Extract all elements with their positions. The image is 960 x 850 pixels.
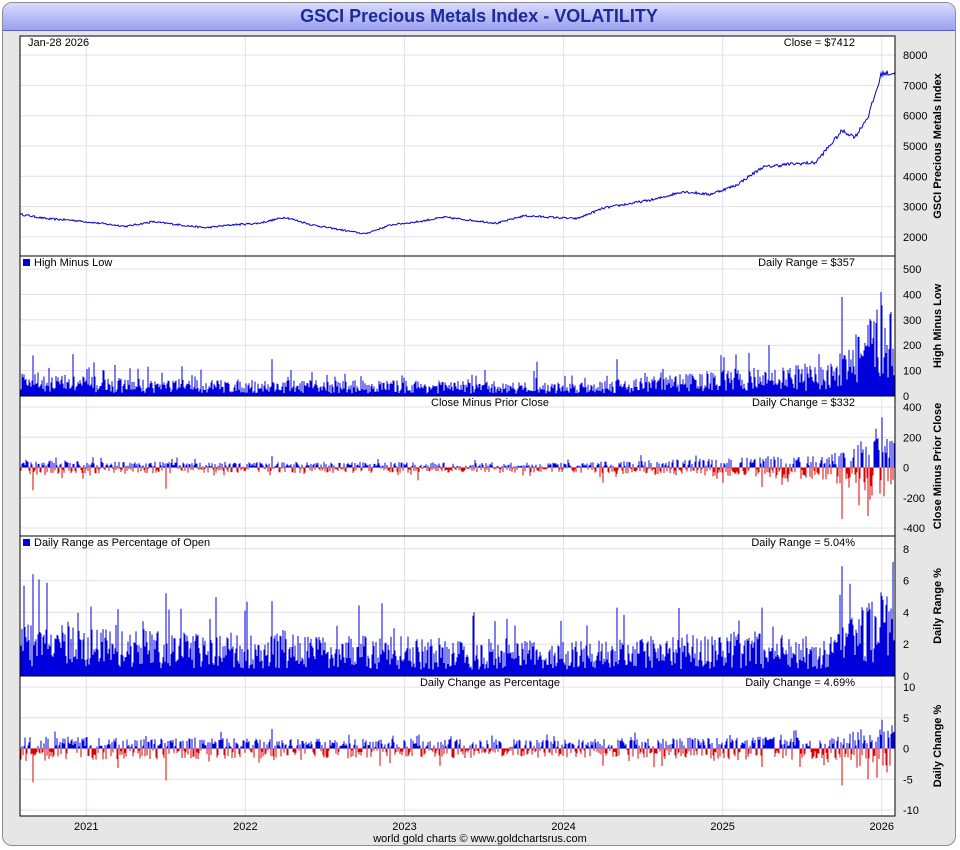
y-tick-label: 7000 [903, 80, 927, 92]
chart-title: GSCI Precious Metals Index - VOLATILITY [3, 3, 955, 31]
y-tick-label: 6 [903, 576, 909, 588]
y-tick-label: 4000 [903, 171, 927, 183]
value-annotation: Close = $7412 [784, 37, 855, 49]
y-tick-label: 4 [903, 607, 909, 619]
footer-credit: world gold charts © www.goldchartsrus.co… [373, 833, 587, 845]
y-axis-label: Daily Change % [932, 705, 944, 788]
series-line [19, 69, 896, 235]
value-annotation: Daily Range = 5.04% [751, 537, 855, 549]
y-tick-label: 10 [903, 682, 915, 694]
panel-title: Daily Change as Percentage [420, 677, 560, 689]
y-tick-label: 500 [903, 264, 921, 276]
y-axis-label: High Minus Low [932, 283, 944, 368]
y-tick-label: 8000 [903, 50, 927, 62]
value-annotation: Daily Change = $332 [752, 397, 855, 409]
y-tick-label: 0 [903, 463, 909, 475]
panel-border [19, 675, 896, 817]
y-tick-label: 100 [903, 366, 921, 378]
panel-title: High Minus Low [34, 257, 112, 269]
y-axis-label: GSCI Precious Metals Index [932, 72, 944, 218]
bar-group [20, 719, 895, 786]
x-tick-label: 2022 [233, 821, 257, 833]
x-tick-label: 2024 [551, 821, 575, 833]
y-axis-label: Close Minus Prior Close [932, 403, 944, 530]
y-tick-label: 200 [903, 340, 921, 352]
y-tick-label: -10 [903, 805, 919, 817]
panel-title: Daily Range as Percentage of Open [34, 537, 210, 549]
x-tick-label: 2025 [710, 821, 734, 833]
y-tick-label: 5000 [903, 141, 927, 153]
y-tick-label: 8 [903, 544, 909, 556]
panel-title: Close Minus Prior Close [431, 397, 549, 409]
y-tick-label: 2000 [903, 232, 927, 244]
y-tick-label: 2 [903, 639, 909, 651]
y-tick-label: -400 [903, 523, 925, 535]
date-label: Jan-28 2026 [28, 37, 89, 49]
y-tick-label: 200 [903, 432, 921, 444]
y-tick-label: 6000 [903, 111, 927, 123]
y-tick-label: 0 [903, 671, 909, 683]
panel-background [20, 256, 895, 396]
x-tick-label: 2026 [870, 821, 894, 833]
y-axis-label: Daily Range % [932, 568, 944, 644]
y-tick-label: 5 [903, 713, 909, 725]
value-annotation: Daily Range = $357 [758, 257, 855, 269]
bar-group [20, 292, 895, 396]
y-tick-label: 400 [903, 402, 921, 414]
x-tick-label: 2021 [74, 821, 98, 833]
y-tick-label: 0 [903, 744, 909, 756]
bar-group [20, 562, 895, 676]
y-tick-label: 400 [903, 289, 921, 301]
bar-group [20, 417, 895, 519]
y-tick-label: 300 [903, 315, 921, 327]
y-tick-label: 0 [903, 391, 909, 403]
y-tick-label: 3000 [903, 202, 927, 214]
value-annotation: Daily Change = 4.69% [745, 677, 855, 689]
legend-swatch [23, 259, 30, 266]
legend-swatch [23, 539, 30, 546]
y-tick-label: -5 [903, 774, 913, 786]
y-tick-label: -200 [903, 493, 925, 505]
x-tick-label: 2023 [392, 821, 416, 833]
